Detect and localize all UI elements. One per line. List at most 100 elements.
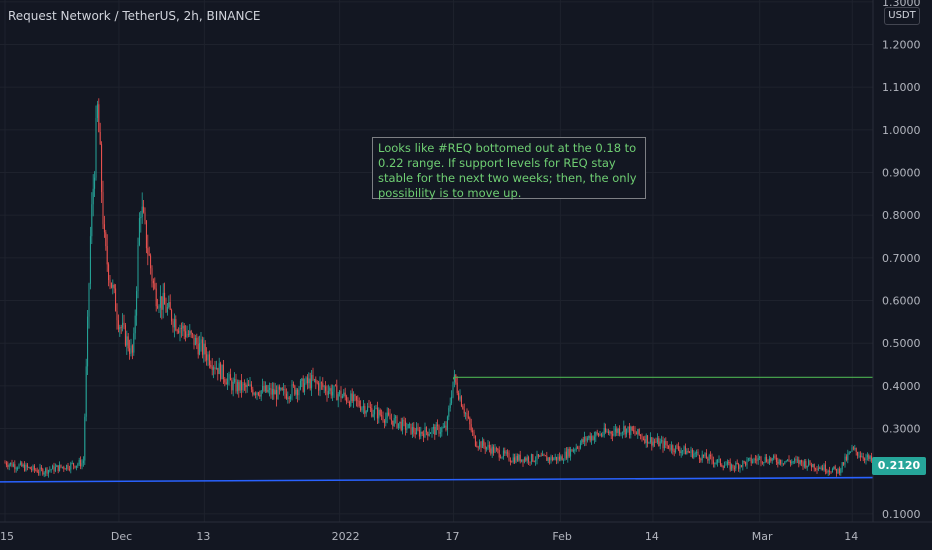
- candle-body: [448, 408, 450, 417]
- candle-body: [634, 430, 636, 434]
- candle-body: [570, 449, 572, 457]
- candle-body: [264, 385, 266, 392]
- candle-body: [558, 456, 560, 460]
- candle-body: [333, 385, 335, 392]
- candle-body: [21, 462, 23, 467]
- candle-body: [57, 465, 59, 472]
- candle-body: [522, 459, 524, 463]
- candle-body: [357, 400, 359, 402]
- candle-body: [780, 459, 782, 464]
- candle-body: [308, 378, 310, 384]
- annotation-note[interactable]: Looks like #REQ bottomed out at the 0.18…: [372, 137, 646, 200]
- candle-body: [217, 367, 219, 375]
- candle-body: [586, 438, 588, 441]
- candle-body: [260, 390, 262, 397]
- candle-body: [312, 375, 314, 380]
- candle-body: [379, 409, 381, 416]
- candle-body: [81, 462, 83, 467]
- price-tick-label: 0.1000: [882, 508, 921, 521]
- candle-body: [364, 406, 366, 414]
- candle-body: [399, 421, 401, 424]
- candle-body: [789, 461, 791, 464]
- time-axis[interactable]: 15 Dec 13 2022 17 Feb 14 Mar 14: [0, 530, 858, 543]
- candle-body: [519, 454, 521, 462]
- candle-body: [117, 320, 119, 330]
- candle-body: [154, 283, 156, 289]
- candle-body: [337, 394, 339, 401]
- candle-body: [715, 462, 717, 464]
- candle-body: [183, 325, 185, 332]
- candle-body: [749, 457, 751, 459]
- candle-body: [388, 412, 390, 415]
- price-axis[interactable]: 1.3000 1.2000 1.1000 1.0000 0.9000 0.8000 0.70…: [882, 0, 921, 521]
- candle-body: [854, 448, 856, 450]
- candle-body: [106, 246, 108, 265]
- candle-body: [180, 327, 182, 329]
- candle-body: [353, 394, 355, 402]
- candle-body: [190, 330, 192, 334]
- candle-body: [456, 382, 458, 394]
- candle-body: [676, 445, 678, 447]
- price-tick-label: 1.2000: [882, 39, 921, 52]
- candle-body: [323, 386, 325, 388]
- candle-body: [820, 467, 822, 469]
- candle-body: [201, 339, 203, 355]
- candle-body: [662, 440, 664, 449]
- candle-body: [459, 396, 461, 400]
- currency-unit-badge[interactable]: USDT: [884, 7, 920, 25]
- candle-body: [602, 434, 604, 436]
- price-tick-label: 1.3000: [882, 0, 921, 9]
- candle-body: [231, 380, 233, 391]
- candle-body: [301, 378, 303, 381]
- candle-body: [442, 427, 444, 428]
- candle-body: [564, 451, 566, 461]
- candle-body: [213, 367, 215, 370]
- candle-body: [241, 380, 243, 391]
- candle-body: [823, 464, 825, 471]
- candle-body: [110, 282, 112, 288]
- candle-body: [215, 367, 217, 369]
- candle-body: [693, 453, 695, 458]
- candle-body: [669, 448, 671, 450]
- candle-body: [857, 452, 859, 456]
- candle-body: [577, 447, 579, 449]
- candle-body: [112, 284, 114, 288]
- candle-body: [843, 462, 845, 465]
- candle-body: [60, 464, 62, 468]
- candle-body: [578, 448, 580, 450]
- candle-body: [507, 452, 509, 454]
- candle-body: [400, 421, 402, 431]
- candle-body: [343, 392, 345, 396]
- candle-body: [600, 434, 602, 436]
- candle-body: [406, 428, 408, 430]
- candle-body: [295, 389, 297, 395]
- candle-body: [567, 448, 569, 459]
- time-tick-label: 15: [0, 530, 14, 543]
- time-tick-label: Dec: [111, 530, 132, 543]
- last-price-badge: 0.2120: [872, 457, 926, 475]
- candle-body: [690, 449, 692, 453]
- candle-body: [528, 457, 530, 462]
- candle-body: [481, 440, 483, 448]
- candle-body: [701, 454, 703, 461]
- candle-body: [599, 434, 601, 436]
- candle-body: [206, 354, 208, 361]
- candle-body: [617, 428, 619, 433]
- candle-body: [5, 462, 7, 466]
- candle-body: [50, 469, 52, 471]
- candle-body: [708, 455, 710, 461]
- price-tick-label: 0.5000: [882, 337, 921, 350]
- candle-body: [778, 459, 780, 464]
- candle-body: [298, 389, 300, 396]
- candle-body: [472, 430, 474, 433]
- candle-body: [53, 465, 55, 472]
- candle-body: [115, 288, 117, 312]
- time-tick-label: Mar: [752, 530, 773, 543]
- candle-body: [145, 220, 147, 249]
- candle-body: [119, 327, 121, 330]
- candle-body: [25, 464, 27, 471]
- candle-body: [637, 429, 639, 435]
- support-line[interactable]: [0, 476, 874, 483]
- candle-body: [203, 343, 205, 355]
